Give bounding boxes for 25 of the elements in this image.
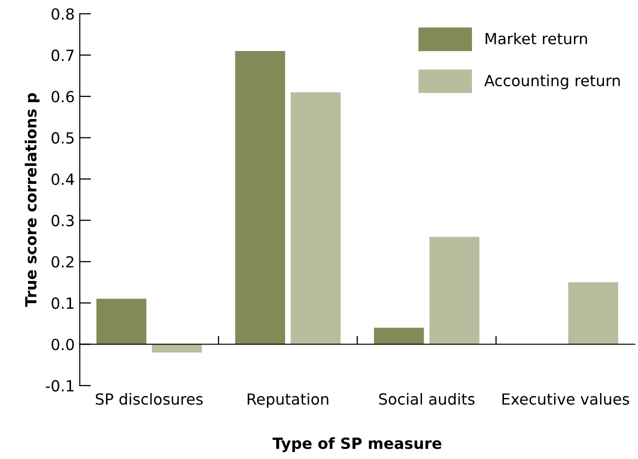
x-tick-label: Reputation bbox=[248, 392, 328, 408]
y-tick-label: 0.1 bbox=[52, 297, 74, 309]
legend-label: Market return bbox=[486, 32, 587, 44]
bar bbox=[235, 50, 286, 344]
bar bbox=[152, 344, 202, 353]
bar bbox=[96, 298, 146, 344]
x-tick-label: Social audits bbox=[379, 392, 474, 405]
y-tick-label: 0.8 bbox=[52, 8, 74, 20]
y-tick-label: 0.7 bbox=[52, 50, 74, 62]
y-tick-label: 0.0 bbox=[52, 338, 74, 350]
x-tick-label: Executive values bbox=[502, 392, 630, 405]
bar bbox=[290, 92, 341, 344]
bar bbox=[429, 236, 480, 344]
x-axis-title: Type of SP measure bbox=[272, 437, 442, 452]
y-axis-title: True score correlations p bbox=[24, 93, 40, 307]
y-tick-label: -0.1 bbox=[46, 380, 74, 392]
legend-label: Accounting return bbox=[484, 74, 620, 90]
bar bbox=[568, 282, 618, 344]
y-tick-label: 0.2 bbox=[52, 256, 74, 268]
bar bbox=[374, 328, 424, 344]
y-tick-label: 0.3 bbox=[52, 214, 74, 226]
y-tick-label: 0.4 bbox=[52, 173, 74, 186]
y-tick-label: 0.5 bbox=[52, 132, 74, 144]
y-tick-label: 0.6 bbox=[52, 90, 74, 102]
x-tick-label: SP disclosures bbox=[96, 392, 203, 405]
